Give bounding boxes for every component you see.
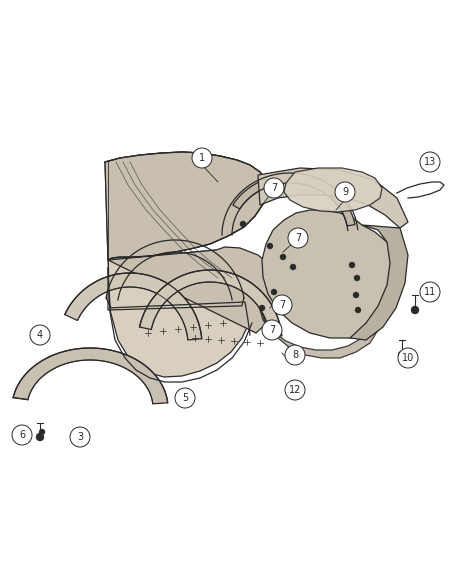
Polygon shape (350, 225, 408, 340)
Text: 4: 4 (37, 330, 43, 340)
Polygon shape (13, 348, 168, 404)
Circle shape (290, 264, 296, 270)
Text: 9: 9 (342, 187, 348, 197)
Circle shape (267, 243, 273, 249)
Text: 5: 5 (182, 393, 188, 403)
Circle shape (285, 345, 305, 365)
Circle shape (288, 228, 308, 248)
Polygon shape (262, 210, 401, 338)
Circle shape (259, 305, 265, 311)
Circle shape (262, 320, 282, 340)
Text: 10: 10 (402, 353, 414, 363)
Polygon shape (105, 152, 280, 333)
Circle shape (280, 254, 286, 260)
Circle shape (355, 307, 361, 313)
Polygon shape (284, 168, 382, 212)
Circle shape (240, 221, 246, 227)
Text: 3: 3 (77, 432, 83, 442)
Circle shape (272, 295, 292, 315)
Circle shape (349, 262, 355, 268)
Circle shape (192, 148, 212, 168)
Text: 8: 8 (292, 350, 298, 360)
Circle shape (353, 292, 359, 298)
Text: 7: 7 (295, 233, 301, 243)
Text: 13: 13 (424, 157, 436, 167)
Circle shape (354, 275, 360, 281)
Text: 11: 11 (424, 287, 436, 297)
Circle shape (335, 182, 355, 202)
Circle shape (398, 348, 418, 368)
Circle shape (36, 433, 44, 441)
Circle shape (70, 427, 90, 447)
Polygon shape (260, 310, 378, 358)
Polygon shape (233, 175, 355, 226)
Text: 12: 12 (289, 385, 301, 395)
Text: 7: 7 (269, 325, 275, 335)
Circle shape (271, 289, 277, 295)
Circle shape (411, 306, 419, 314)
Text: 7: 7 (271, 183, 277, 193)
Circle shape (12, 425, 32, 445)
Circle shape (264, 178, 284, 198)
Circle shape (420, 152, 440, 172)
Polygon shape (139, 270, 282, 337)
Polygon shape (105, 152, 267, 377)
Circle shape (398, 351, 406, 359)
Circle shape (285, 380, 305, 400)
Polygon shape (65, 273, 202, 340)
Circle shape (420, 282, 440, 302)
Circle shape (175, 388, 195, 408)
Text: 6: 6 (19, 430, 25, 440)
Circle shape (39, 429, 45, 435)
Text: 7: 7 (279, 300, 285, 310)
Polygon shape (258, 168, 408, 228)
Circle shape (30, 325, 50, 345)
Text: 1: 1 (199, 153, 205, 163)
